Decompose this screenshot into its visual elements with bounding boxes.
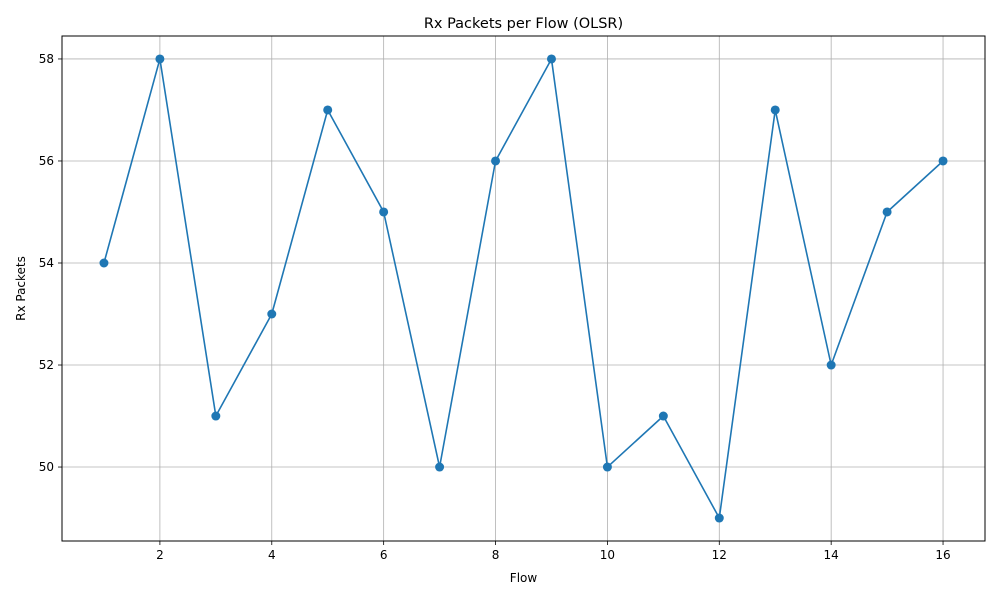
y-tick-label: 52	[39, 358, 54, 372]
x-tick-label: 6	[380, 548, 388, 562]
data-point	[546, 54, 556, 64]
data-point	[379, 207, 389, 217]
x-axis-ticks: 2 4 6 8 10 12 14 16	[156, 541, 951, 562]
x-tick-label: 12	[712, 548, 727, 562]
x-tick-label: 10	[600, 548, 615, 562]
series-line	[103, 58, 944, 519]
plot-frame	[61, 35, 986, 542]
y-axis-label: Rx Packets	[14, 256, 28, 321]
x-axis-label: Flow	[510, 571, 538, 585]
data-point	[211, 411, 221, 421]
data-point	[435, 462, 445, 472]
y-tick-label: 54	[39, 256, 54, 270]
x-tick-label: 8	[492, 548, 500, 562]
x-tick-label: 16	[935, 548, 950, 562]
y-tick-label: 50	[39, 460, 54, 474]
data-point	[938, 156, 948, 166]
data-point	[658, 411, 668, 421]
series-line-layer	[103, 58, 944, 519]
x-tick-label: 14	[824, 548, 839, 562]
x-tick-label: 2	[156, 548, 164, 562]
data-point	[491, 156, 501, 166]
data-point	[323, 105, 333, 115]
data-point	[99, 258, 109, 268]
y-axis-ticks: 50 52 54 56 58	[39, 52, 62, 474]
data-point	[770, 105, 780, 115]
y-tick-label: 58	[39, 52, 54, 66]
data-point	[882, 207, 892, 217]
chart-title: Rx Packets per Flow (OLSR)	[424, 16, 623, 32]
series-marker-layer	[99, 54, 948, 523]
data-point	[155, 54, 165, 64]
data-point	[826, 360, 836, 370]
data-point	[602, 462, 612, 472]
grid	[62, 36, 985, 541]
data-point	[714, 513, 724, 523]
x-tick-label: 4	[268, 548, 276, 562]
data-point	[267, 309, 277, 319]
y-tick-label: 56	[39, 154, 54, 168]
